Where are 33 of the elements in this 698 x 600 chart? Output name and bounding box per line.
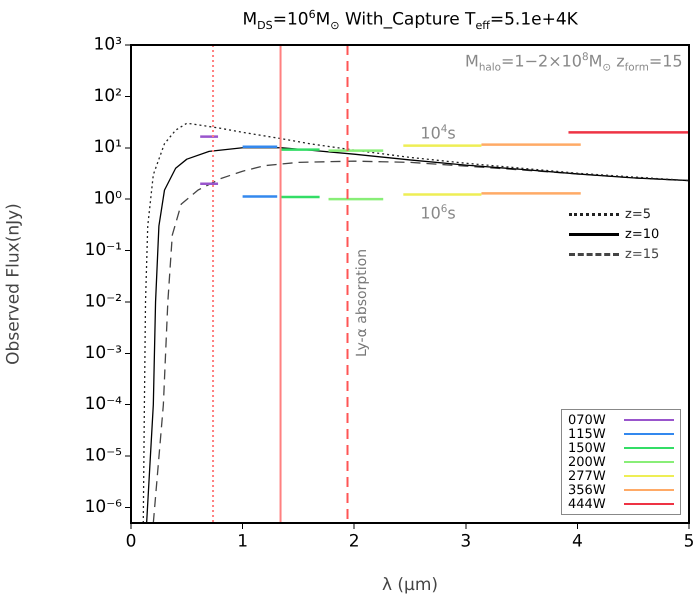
y-tick-label: 10⁻⁶ [84, 496, 122, 517]
annotation: 10$^{4}$s [420, 122, 456, 142]
ref-line-label: Ly-α absorption [354, 248, 370, 357]
y-tick-label: 10⁻³ [84, 342, 122, 363]
y-tick-label: 10¹ [94, 137, 122, 158]
x-tick-label: 2 [348, 532, 360, 552]
y-tick-label: 10³ [94, 34, 122, 54]
y-tick-label: 10⁻⁵ [84, 446, 122, 466]
x-axis-title: λ (μm) [382, 575, 438, 596]
y-tick-label: 10⁻² [84, 291, 122, 312]
legend-label: 200W [568, 454, 607, 470]
annotation: 10$^{6}$s [420, 203, 456, 222]
y-tick-label: 10⁰ [94, 188, 122, 209]
legend-label: 356W [568, 482, 607, 498]
legend-label: 115W [568, 426, 607, 442]
text: M$_{halo}$=1−2×10$^{8}$M$_{⊙}$ z$_{form}$=15 [465, 51, 683, 74]
y-tick-label: 10⁻¹ [84, 240, 122, 260]
y-tick-label: 10² [94, 86, 122, 106]
legend-label: 444W [568, 496, 607, 512]
x-tick-label: 1 [237, 532, 248, 552]
text: z=10 [625, 227, 660, 242]
legend-label: 150W [568, 440, 607, 456]
text: z=15 [625, 247, 660, 262]
y-tick-label: 10⁻⁴ [84, 394, 122, 414]
x-tick-label: 3 [460, 532, 472, 552]
y-axis-title: Observed Flux(nJy) [4, 203, 24, 365]
chart-title: M$_{DS}$=10$^{6}$M$_{⊙}$ With_Capture T$_{eff}$=5.1e+4K [242, 8, 578, 32]
legend-label: 070W [568, 412, 607, 428]
text: z=5 [625, 207, 651, 222]
legend-label: 277W [568, 468, 607, 484]
x-tick-label: 0 [126, 532, 136, 552]
x-tick-label: 5 [684, 532, 694, 552]
x-tick-label: 4 [572, 532, 583, 552]
